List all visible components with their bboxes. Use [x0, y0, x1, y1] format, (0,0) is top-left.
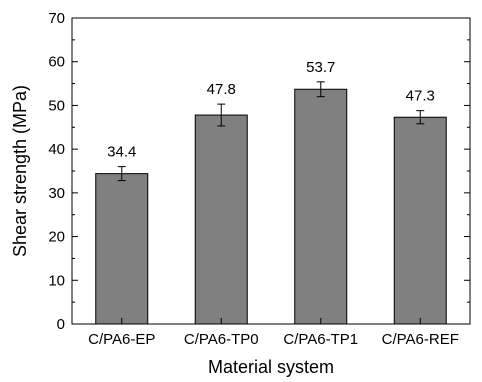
data-labels-layer: 34.4 47.8 53.7 47.3 [107, 59, 435, 161]
bars-layer [95, 88, 447, 325]
x-tick-label: C/PA6-REF [382, 331, 459, 348]
error-bars-layer [117, 81, 425, 182]
y-tick-label: 50 [48, 97, 65, 114]
y-tick-label: 20 [48, 229, 65, 246]
x-tick-label: C/PA6-TP0 [184, 331, 259, 348]
bar [294, 88, 348, 325]
y-axis: 0 10 20 30 40 50 60 70 [48, 10, 470, 333]
x-tick-label: C/PA6-TP1 [283, 331, 358, 348]
bar [194, 114, 248, 325]
data-label: 34.4 [107, 144, 136, 161]
bar [393, 116, 447, 325]
bar [95, 173, 149, 325]
y-tick-label: 30 [48, 185, 65, 202]
data-label: 47.3 [406, 88, 435, 105]
y-tick-label: 10 [48, 272, 65, 289]
x-axis: C/PA6-EP C/PA6-TP0 C/PA6-TP1 C/PA6-REF [88, 318, 459, 348]
y-tick-label: 70 [48, 10, 65, 27]
data-label: 47.8 [207, 81, 236, 98]
x-axis-title: Material system [208, 357, 334, 377]
data-label: 53.7 [306, 59, 335, 76]
y-tick-label: 0 [57, 316, 65, 333]
y-tick-label: 40 [48, 141, 65, 158]
y-axis-title: Shear strength (MPa) [10, 85, 30, 257]
x-tick-label: C/PA6-EP [88, 331, 155, 348]
y-tick-label: 60 [48, 54, 65, 71]
